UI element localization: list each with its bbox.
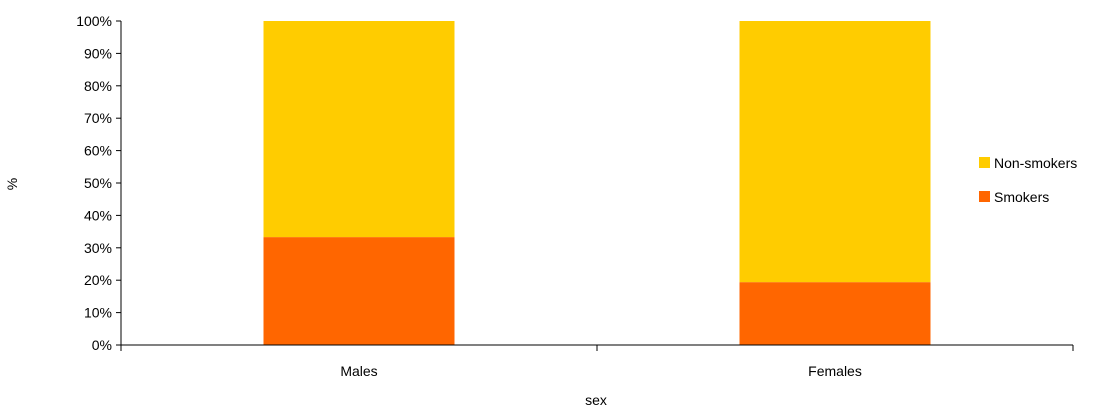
x-tick-label: Males — [340, 363, 377, 379]
y-tick-label: 20% — [84, 272, 112, 288]
y-tick-label: 40% — [84, 207, 112, 223]
x-axis: Males Females — [120, 344, 1074, 379]
legend-swatch — [979, 191, 990, 202]
plot-area — [263, 21, 931, 345]
legend-swatch — [979, 157, 990, 168]
y-tick-label: 10% — [84, 305, 112, 321]
x-tick-label: Females — [808, 363, 862, 379]
legend-label: Smokers — [994, 189, 1049, 205]
y-tick-label: 60% — [84, 143, 112, 159]
y-tick-label: 50% — [84, 175, 112, 191]
bar-non-smokers-males — [263, 21, 455, 238]
y-tick-label: 90% — [84, 45, 112, 61]
bar-smokers-males — [263, 237, 455, 345]
y-tick-label: 100% — [76, 13, 112, 29]
legend-label: Non-smokers — [994, 155, 1077, 171]
legend: Non-smokers Smokers — [979, 155, 1077, 205]
bar-non-smokers-females — [739, 21, 931, 283]
x-axis-title: sex — [585, 392, 607, 408]
y-tick-label: 30% — [84, 240, 112, 256]
y-tick-label: 70% — [84, 110, 112, 126]
y-tick-label: 80% — [84, 78, 112, 94]
y-axis: 0% 10% 20% 30% 40% 50% 60% 70% 80% 90% 100% — [76, 13, 122, 353]
y-tick-label: 0% — [92, 337, 112, 353]
bar-smokers-females — [739, 282, 931, 345]
y-axis-title: % — [4, 178, 20, 190]
